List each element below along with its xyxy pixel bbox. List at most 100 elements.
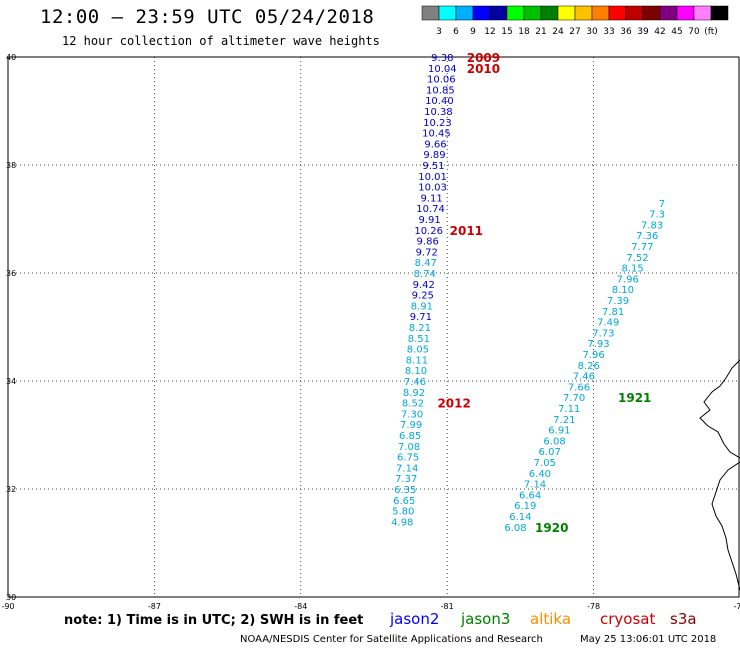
page-subtitle: 12 hour collection of altimeter wave hei…	[62, 34, 380, 48]
colorbar-label: 42	[654, 27, 665, 37]
x-tick-label: -75	[733, 602, 740, 610]
time-label: 2012	[437, 397, 470, 411]
data-point-label: 6.40	[529, 469, 551, 480]
data-point-label: 6.64	[519, 490, 541, 501]
data-point-label: 6.19	[514, 501, 536, 512]
data-point-label: 7.08	[398, 442, 420, 453]
data-point-label: 7.46	[573, 372, 595, 383]
sat-label-jason3: jason3	[461, 610, 511, 628]
data-point-label: 7.37	[395, 474, 417, 485]
y-tick-label: 30	[6, 593, 16, 602]
data-point-label: 10.38	[424, 107, 453, 118]
data-point-label: 7.14	[396, 463, 418, 474]
colorbar-label: 39	[637, 27, 649, 37]
data-point-label: 10.06	[427, 75, 456, 86]
data-point-label: 10.74	[416, 204, 445, 215]
data-point-label: 7.36	[636, 231, 658, 242]
colorbar-swatch	[710, 5, 729, 21]
data-point-label: 10.03	[418, 183, 447, 194]
y-tick-label: 36	[6, 269, 16, 278]
data-point-label: 7.49	[597, 318, 619, 329]
data-point-label: 4.98	[391, 517, 413, 528]
data-point-label: 6.91	[548, 426, 570, 437]
sat-label-cryosat: cryosat	[600, 610, 656, 628]
data-point-label: 7.96	[582, 350, 604, 361]
sat-label-s3a: s3a	[670, 610, 697, 628]
data-point-label: 9.51	[422, 161, 444, 172]
data-point-label: 10.40	[425, 96, 454, 107]
colorbar-label: 12	[484, 27, 495, 37]
y-tick-label: 32	[6, 485, 16, 494]
colorbar-label: 3	[436, 27, 442, 37]
data-point-label: 9.38	[431, 53, 453, 64]
data-point-label: 6.35	[394, 485, 416, 496]
data-point-label: 7.77	[631, 242, 653, 253]
data-point-label: 8.10	[405, 366, 427, 377]
y-tick-label: 34	[6, 377, 16, 386]
data-point-label: 8.11	[406, 355, 428, 366]
data-point-label: 6.65	[393, 496, 415, 507]
x-tick-label: -90	[1, 602, 14, 610]
data-point-label: 7.96	[617, 274, 639, 285]
colorbar-label: 21	[535, 27, 546, 37]
footer-note: note: 1) Time is in UTC; 2) SWH is in fe…	[64, 613, 364, 628]
data-point-label: 8.52	[402, 399, 424, 410]
data-point-label: 6.85	[399, 431, 421, 442]
y-tick-label: 40	[6, 53, 16, 62]
colorbar-label: 33	[603, 27, 614, 37]
data-point-label: 7	[659, 199, 665, 210]
data-point-label: 9.11	[420, 193, 442, 204]
data-point-label: 7.11	[558, 404, 580, 415]
coastline-shape	[711, 461, 740, 591]
data-point-label: 9.42	[413, 280, 435, 291]
data-point-label: 9.72	[416, 247, 438, 258]
data-point-label: 6.14	[509, 512, 531, 523]
sat-label-jason2: jason2	[390, 610, 440, 628]
data-point-label: 7.52	[626, 253, 648, 264]
x-tick-label: -81	[441, 602, 454, 610]
x-tick-label: -84	[294, 602, 307, 610]
data-point-label: 7.93	[587, 339, 609, 350]
time-label: 2009	[467, 51, 500, 65]
colorbar-label: 36	[620, 27, 632, 37]
coastline-shape	[699, 359, 740, 459]
data-point-label: 8.51	[408, 334, 430, 345]
data-point-label: 7.3	[649, 210, 665, 221]
data-point-label: 7.81	[602, 307, 624, 318]
colorbar-label: 30	[586, 27, 598, 37]
colorbar-label: 24	[552, 27, 564, 37]
data-point-label: 7.05	[534, 458, 556, 469]
data-point-label: 8.92	[403, 388, 425, 399]
colorbar-label: 70	[688, 27, 700, 37]
footer-date: May 25 13:06:01 UTC 2018	[580, 634, 717, 645]
page-title: 12:00 – 23:59 UTC 05/24/2018	[40, 6, 375, 28]
data-point-label: 9.91	[418, 215, 440, 226]
x-tick-label: -78	[587, 602, 600, 610]
data-point-label: 10.85	[426, 85, 455, 96]
data-point-label: 8.74	[414, 269, 436, 280]
time-label: 1920	[535, 521, 568, 535]
colorbar-label: 45	[671, 27, 682, 37]
data-point-label: 9.89	[423, 150, 445, 161]
data-point-label: 10.45	[422, 129, 451, 140]
data-point-label: 7.99	[400, 420, 422, 431]
data-point-label: 10.01	[418, 172, 447, 183]
colorbar-label: 27	[569, 27, 580, 37]
data-point-label: 8.05	[407, 345, 429, 356]
data-point-label: 9.66	[424, 139, 446, 150]
data-point-label: 9.86	[417, 237, 439, 248]
time-label: 2011	[450, 224, 483, 238]
data-point-label: 6.08	[543, 436, 565, 447]
colorbar-label: (ft)	[704, 27, 718, 37]
data-point-label: 10.26	[414, 226, 443, 237]
data-point-label: 10.23	[423, 118, 452, 129]
altimeter-map-chart: -90-87-84-81-78-753032343638409.3810.041…	[1, 51, 740, 610]
time-label: 1921	[618, 391, 651, 405]
data-point-label: 5.80	[392, 507, 414, 518]
data-point-label: 8.47	[415, 258, 437, 269]
data-point-label: 6.75	[397, 453, 419, 464]
data-point-label: 9.25	[412, 291, 434, 302]
data-point-label: 7.30	[401, 409, 423, 420]
data-point-label: 10.04	[428, 64, 457, 75]
data-point-label: 8.26	[578, 361, 600, 372]
